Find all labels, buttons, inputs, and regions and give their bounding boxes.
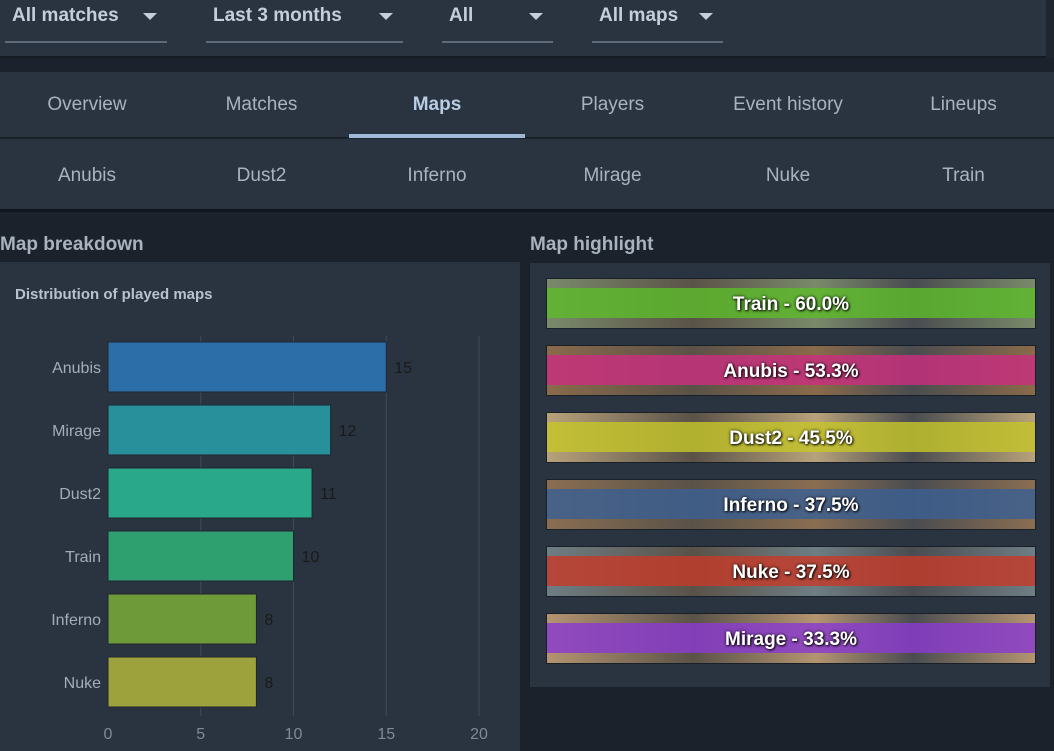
side-filter-dropdown-label: All <box>449 4 474 26</box>
bar-dust2[interactable] <box>107 467 313 519</box>
bar-train[interactable] <box>107 530 294 582</box>
bar-anubis[interactable] <box>107 341 387 393</box>
divider <box>0 58 1054 72</box>
tab-lineups[interactable]: Lineups <box>930 94 997 115</box>
main-tabs: Overview Matches Maps Players Event hist… <box>0 72 1054 138</box>
chevron-down-icon <box>143 13 157 20</box>
map-distribution-chart: Anubis 15 Mirage 12 Dust2 11 Train 10 Inferno 8 Nu… <box>51 336 488 743</box>
highlight-band <box>547 623 1035 653</box>
highlight-label: Dust2 - 45.5% <box>729 427 853 449</box>
x-tick-label: 15 <box>377 726 395 743</box>
match-type-dropdown[interactable]: All matches <box>5 0 167 43</box>
data-label: 8 <box>264 675 273 692</box>
filter-bar: All matches Last 3 months All All maps <box>0 0 1054 58</box>
tab-maps[interactable]: Maps <box>349 72 525 138</box>
highlight-row-mirage[interactable]: Mirage - 33.3% <box>546 613 1036 664</box>
time-range-dropdown[interactable]: Last 3 months <box>206 0 403 43</box>
highlight-band <box>547 355 1035 385</box>
match-type-dropdown-label: All matches <box>12 4 119 26</box>
empty-area <box>529 688 1054 751</box>
highlight-band <box>547 288 1035 318</box>
map-highlight-title: Map highlight <box>530 234 654 255</box>
tab-players[interactable]: Players <box>580 94 645 115</box>
highlight-row-anubis[interactable]: Anubis - 53.3% <box>546 345 1036 396</box>
map-tab-nuke[interactable]: Nuke <box>765 164 811 186</box>
map-tab-dust2[interactable]: Dust2 <box>236 164 287 186</box>
highlight-label: Train - 60.0% <box>732 293 850 315</box>
tab-overview[interactable]: Overview <box>47 94 127 115</box>
highlight-label: Anubis - 53.3% <box>723 360 859 382</box>
category-label: Mirage <box>52 423 101 440</box>
highlight-band <box>547 489 1035 519</box>
highlight-row-nuke[interactable]: Nuke - 37.5% <box>546 546 1036 597</box>
map-tab-train[interactable]: Train <box>942 164 985 186</box>
map-breakdown-title: Map breakdown <box>0 234 144 255</box>
x-tick-label: 10 <box>285 726 303 743</box>
highlight-band <box>547 422 1035 452</box>
x-tick-label: 20 <box>470 726 488 743</box>
chart-title: Distribution of played maps <box>15 286 213 303</box>
chevron-down-icon <box>699 13 713 20</box>
bar-inferno[interactable] <box>107 593 257 645</box>
map-filter-dropdown-label: All maps <box>599 4 679 26</box>
category-label: Inferno <box>51 612 101 629</box>
category-label: Dust2 <box>59 486 101 503</box>
x-tick-label: 0 <box>104 726 113 743</box>
time-range-dropdown-label: Last 3 months <box>213 4 342 26</box>
chevron-down-icon <box>529 13 543 20</box>
highlight-label: Mirage - 33.3% <box>725 628 857 650</box>
map-tab-inferno[interactable]: Inferno <box>407 164 467 186</box>
data-label: 11 <box>320 486 337 503</box>
category-label: Train <box>65 549 101 566</box>
highlight-row-train[interactable]: Train - 60.0% <box>546 278 1036 329</box>
category-label: Nuke <box>64 675 101 692</box>
map-filter-dropdown[interactable]: All maps <box>592 0 723 43</box>
category-label: Anubis <box>52 360 101 377</box>
data-label: 12 <box>339 423 357 440</box>
map-tab-mirage[interactable]: Mirage <box>583 164 642 186</box>
map-distribution-chart-panel: Anubis 15 Mirage 12 Dust2 11 Train 10 Inferno 8 Nu… <box>0 262 520 751</box>
bar-nuke[interactable] <box>107 656 257 708</box>
highlight-row-dust2[interactable]: Dust2 - 45.5% <box>546 412 1036 463</box>
highlight-label: Inferno - 37.5% <box>723 494 859 516</box>
data-label: 8 <box>264 612 273 629</box>
chevron-down-icon <box>379 13 393 20</box>
x-tick-label: 5 <box>196 726 205 743</box>
highlight-band <box>547 556 1035 586</box>
highlight-row-inferno[interactable]: Inferno - 37.5% <box>546 479 1036 530</box>
data-label: 10 <box>302 549 320 566</box>
scrollbar-gutter[interactable] <box>1046 0 1054 58</box>
side-filter-dropdown[interactable]: All <box>442 0 553 43</box>
bar-mirage[interactable] <box>107 404 332 456</box>
highlight-label: Nuke - 37.5% <box>732 561 850 583</box>
tab-matches[interactable]: Matches <box>225 94 298 115</box>
map-tabs: Anubis Dust2 Inferno Mirage Nuke Train <box>0 139 1054 212</box>
map-highlight-panel: Train - 60.0% Anubis - 53.3% Dust2 - 45.… <box>529 262 1051 688</box>
data-label: 15 <box>394 360 412 377</box>
map-tab-anubis[interactable]: Anubis <box>57 164 117 186</box>
tab-event-history[interactable]: Event history <box>733 94 843 115</box>
